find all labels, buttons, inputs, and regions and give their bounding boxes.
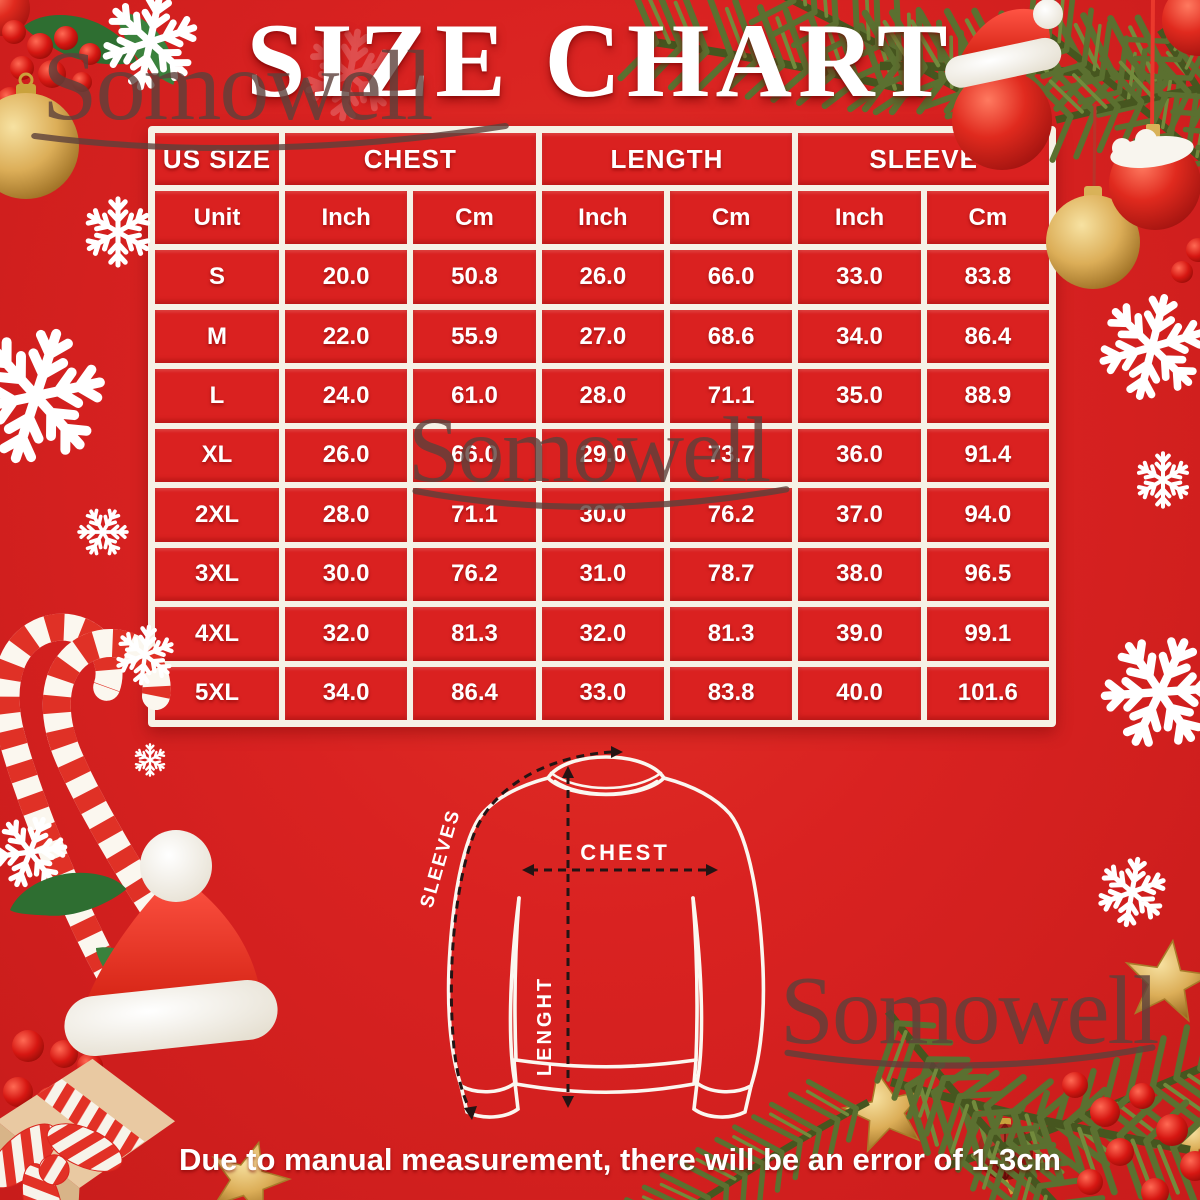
size-label: 5XL: [155, 666, 279, 720]
watermark-swoosh: [784, 1044, 1156, 1069]
table-cell: 81.3: [413, 607, 536, 661]
snowflake-icon: [1087, 619, 1200, 766]
table-cell: 26.0: [285, 428, 408, 483]
table-cell: 38.0: [798, 547, 921, 602]
header-sleeve: SLEEVE: [798, 133, 1049, 185]
table-cell: 71.1: [670, 369, 793, 423]
table-cell: 30.0: [541, 488, 664, 542]
table-cell: 55.9: [413, 309, 536, 364]
snowflake-icon: [135, 744, 166, 775]
table-cell: 91.4: [926, 428, 1049, 483]
table-cell: 73.7: [670, 428, 793, 483]
length-label: LENGHT: [534, 976, 556, 1076]
table-cell: 36.0: [798, 428, 921, 483]
table-cell: 83.8: [926, 250, 1049, 304]
table-cell: 76.2: [670, 488, 793, 542]
sleeves-label: SLEEVES: [420, 807, 465, 911]
watermark: Somowell: [780, 962, 1159, 1069]
table-cell: 96.5: [926, 547, 1049, 602]
table-cell: 88.9: [926, 369, 1049, 423]
table-cell: 40.0: [798, 666, 921, 720]
table-cell: 24.0: [285, 369, 408, 423]
holly-berries-bottom-left: [3, 856, 209, 1140]
table-cell: 83.8: [670, 666, 793, 720]
table-cell: 28.0: [541, 369, 664, 423]
table-cell: 35.0: [798, 369, 921, 423]
table-cell: 30.0: [285, 547, 408, 602]
measurement-note: Due to manual measurement, there will be…: [178, 1142, 1062, 1177]
table-cell: 33.0: [798, 250, 921, 304]
table-cell: 32.0: [285, 607, 408, 661]
gift-box: [0, 1058, 176, 1200]
watermark-text: Somowell: [780, 957, 1159, 1064]
table-cell: 26.0: [541, 250, 664, 304]
snowflake-icon: [0, 807, 75, 898]
table-cell: 37.0: [798, 488, 921, 542]
unit-chest-cm: Cm: [413, 191, 536, 245]
size-label: 3XL: [155, 547, 279, 602]
snowflake-icon: [1091, 286, 1200, 408]
table-cell: 94.0: [926, 488, 1049, 542]
table-cell: 81.3: [670, 607, 793, 661]
table-cell: 29.0: [541, 428, 664, 483]
measurement-arrows: [464, 746, 718, 1120]
table-cell: 86.4: [413, 666, 536, 720]
table-cell: 39.0: [798, 607, 921, 661]
size-label: 4XL: [155, 607, 279, 661]
sweatshirt-outline: [446, 755, 766, 1119]
size-chart-table: US SIZE CHEST LENGTH SLEEVE Unit Inch Cm…: [148, 126, 1056, 727]
santa-hat: [64, 830, 278, 1057]
snowflake-icon: [1137, 453, 1190, 506]
table-cell: 66.0: [413, 428, 536, 483]
header-us-size: US SIZE: [155, 133, 279, 185]
table-cell: 34.0: [285, 666, 408, 720]
table-cell: 28.0: [285, 488, 408, 542]
table-cell: 20.0: [285, 250, 408, 304]
table-cell: 66.0: [670, 250, 793, 304]
ornament-gold-ball: [1046, 103, 1140, 289]
unit-header: Unit: [155, 191, 279, 245]
unit-chest-inch: Inch: [285, 191, 408, 245]
table-cell: 22.0: [285, 309, 408, 364]
table-cell: 32.0: [541, 607, 664, 661]
size-label: L: [155, 369, 279, 423]
header-length: LENGTH: [541, 133, 793, 185]
snowflake-icon: [1094, 854, 1170, 931]
table-cell: 31.0: [541, 547, 664, 602]
gold-star-icon: [836, 1062, 935, 1155]
sweatshirt-diagram: CHEST LENGHT SLEEVES: [420, 746, 766, 1120]
size-label: XL: [155, 428, 279, 483]
table-cell: 76.2: [413, 547, 536, 602]
table-cell: 27.0: [541, 309, 664, 364]
chest-label: CHEST: [580, 840, 670, 865]
table-cell: 71.1: [413, 488, 536, 542]
table-cell: 68.6: [670, 309, 793, 364]
table-cell: 50.8: [413, 250, 536, 304]
size-label: M: [155, 309, 279, 364]
header-chest: CHEST: [285, 133, 536, 185]
unit-sleeve-inch: Inch: [798, 191, 921, 245]
table-cell: 61.0: [413, 369, 536, 423]
snowflake-icon: [71, 499, 136, 564]
page-title: SIZE CHART: [246, 2, 954, 119]
measurement-lines: [449, 750, 710, 1111]
table-cell: 101.6: [926, 666, 1049, 720]
size-label: 2XL: [155, 488, 279, 542]
table-cell: 78.7: [670, 547, 793, 602]
snowflake-icon: [0, 314, 117, 478]
table-cell: 34.0: [798, 309, 921, 364]
unit-sleeve-cm: Cm: [926, 191, 1049, 245]
unit-length-inch: Inch: [541, 191, 664, 245]
table-cell: 86.4: [926, 309, 1049, 364]
table-cell: 99.1: [926, 607, 1049, 661]
snowflake-icon: [85, 199, 150, 265]
unit-length-cm: Cm: [670, 191, 793, 245]
gold-star-icon: [1119, 934, 1200, 1024]
size-label: S: [155, 250, 279, 304]
table-cell: 33.0: [541, 666, 664, 720]
